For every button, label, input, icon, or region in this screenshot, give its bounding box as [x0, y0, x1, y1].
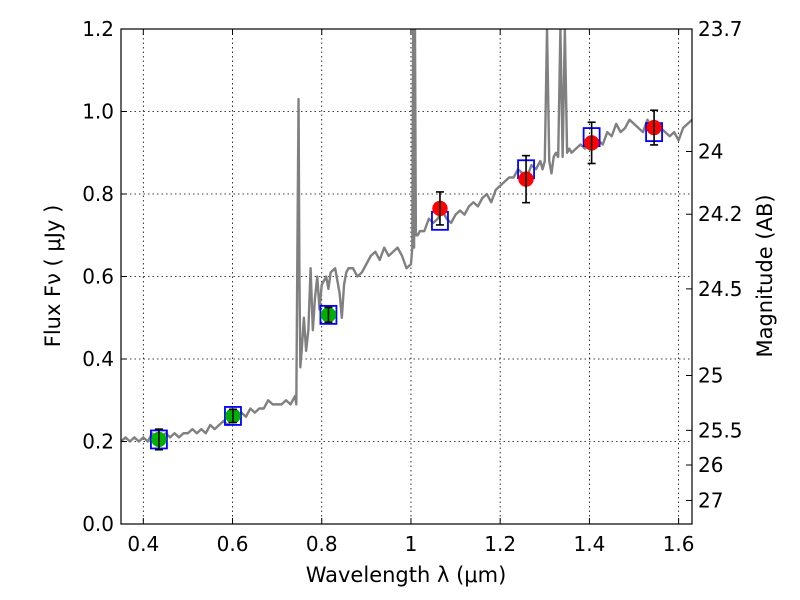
y-right-tick-label: 26 — [698, 453, 723, 477]
tick-labels: 0.4 0.6 0.8 1 1.2 1.4 1.6 0.0 0.2 0.4 0.6 0.8 1.0 1.2… — [82, 17, 742, 556]
model-point — [224, 406, 242, 426]
y-right-tick-label: 24 — [698, 140, 723, 164]
y-right-tick-label: 24.5 — [698, 277, 743, 301]
x-tick-label: 1.4 — [573, 532, 605, 556]
y-right-tick-label: 25 — [698, 364, 723, 388]
x-tick-label: 1.2 — [484, 532, 516, 556]
y-axis-label: Flux Fν ( μJy ) — [41, 205, 65, 348]
model-point — [319, 304, 338, 325]
x-tick-label: 0.4 — [127, 532, 159, 556]
x-tick-label: 0.8 — [306, 532, 338, 556]
y-tick-label: 0.6 — [82, 265, 114, 289]
y-tick-label: 0.0 — [82, 512, 114, 536]
x-tick-label: 0.6 — [217, 532, 249, 556]
y-right-tick-label: 27 — [698, 488, 723, 512]
y-tick-label: 0.2 — [82, 430, 114, 454]
ticks — [121, 28, 692, 525]
x-axis-label: Wavelength λ (μm) — [306, 563, 507, 587]
y-tick-label: 0.4 — [82, 347, 114, 371]
x-tick-label: 1 — [405, 532, 418, 556]
data-points — [150, 109, 663, 451]
x-tick-label: 1.6 — [663, 532, 695, 556]
y-tick-label: 1.0 — [82, 100, 114, 124]
y-right-tick-label: 23.7 — [698, 17, 743, 41]
grid — [121, 29, 692, 524]
y-right-tick-label: 25.5 — [698, 418, 743, 442]
y-axis-right-label: Magnitude (AB) — [753, 194, 777, 357]
y-tick-label: 0.8 — [82, 182, 114, 206]
y-right-tick-label: 24.2 — [698, 202, 743, 226]
y-tick-label: 1.2 — [82, 17, 114, 41]
